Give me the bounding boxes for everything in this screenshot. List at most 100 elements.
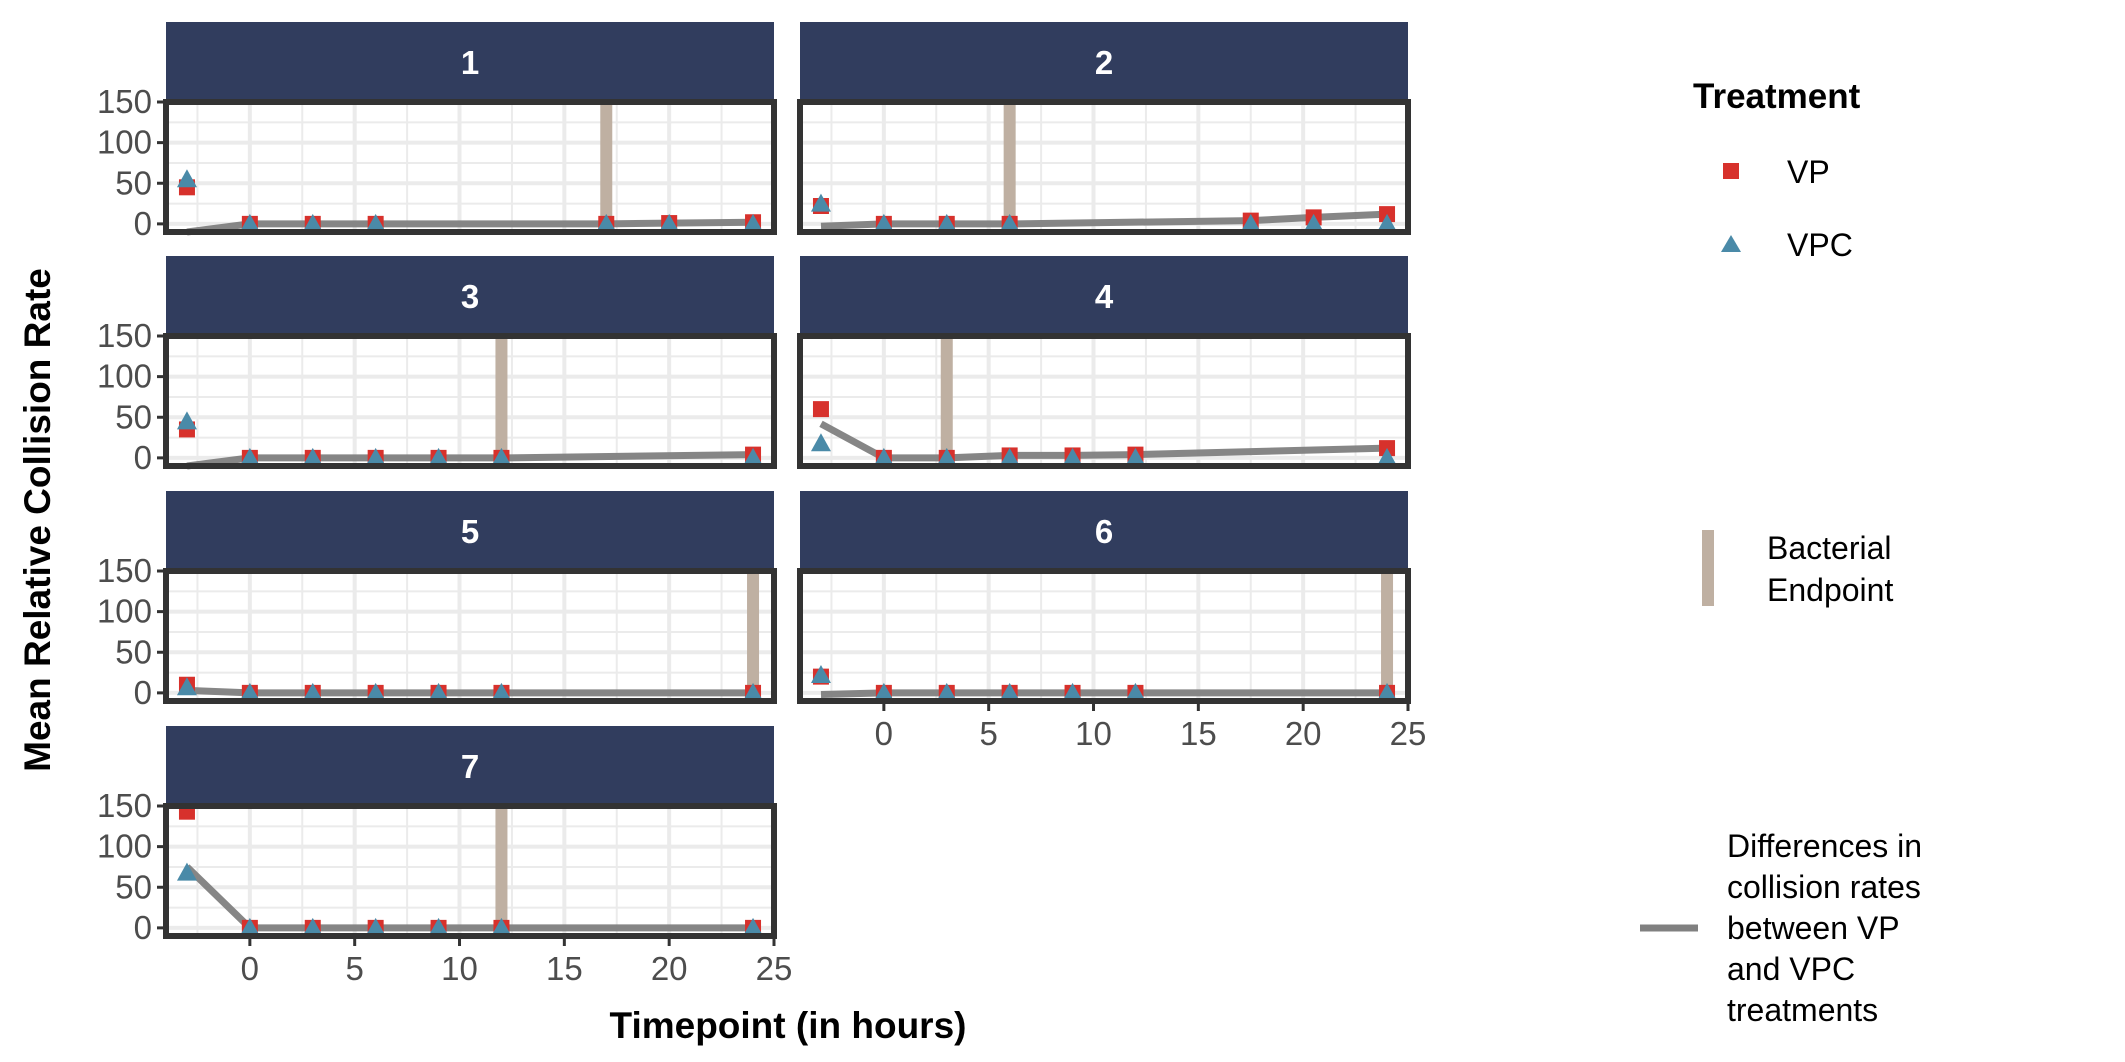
panel-4-endpoint-bar <box>940 336 953 466</box>
panel-4-strip-label: 4 <box>1095 278 1114 315</box>
panel-4-vpc-point <box>1062 447 1083 466</box>
panel-3-vpc-point <box>176 411 197 430</box>
legend-label-vp: VP <box>1787 154 1830 190</box>
panel-4-background <box>800 336 1408 466</box>
panel-3-vpc-point <box>428 447 449 466</box>
legend-label-endpoint-line2: Endpoint <box>1767 572 1893 608</box>
panel-2-vpc-point <box>999 213 1020 232</box>
x-tick-label: 25 <box>756 950 793 987</box>
panel-7-border <box>163 803 777 939</box>
panel-1-background <box>166 102 774 232</box>
panel-5-endpoint-bar <box>747 571 760 701</box>
panel-3-vpc-point <box>239 447 260 466</box>
panel-6: 6 0 5 10 15 20 25 <box>797 491 1427 752</box>
panel-5-vpc-point <box>239 682 260 701</box>
panel-5-border <box>163 568 777 704</box>
panel-6-vpc-point <box>936 682 957 701</box>
panel-4-border <box>797 333 1411 469</box>
panel-1-vpc-point <box>659 213 680 232</box>
panel-7-vpc-point <box>491 917 512 936</box>
panel-7-vpc-point <box>239 917 260 936</box>
panel-2-vpc-point <box>1240 213 1261 232</box>
y-axis-title: Mean Relative Collision Rate <box>17 268 58 772</box>
x-tick-label: 0 <box>875 715 893 752</box>
panel-6-endpoint-bar <box>1381 571 1394 701</box>
panel-5-strip-label: 5 <box>461 513 479 550</box>
panel-3-background <box>166 336 774 466</box>
legend: Treatment VP VPC Bacterial Endpoint Diff… <box>1640 77 1922 1028</box>
panel-3-strip <box>166 256 774 336</box>
panel-7-strip <box>166 726 774 806</box>
panel-6-vpc-point <box>999 682 1020 701</box>
panel-6-border <box>797 568 1411 704</box>
legend-label-difference-line1: Differences in <box>1727 828 1922 864</box>
panel-2-strip <box>800 22 1408 102</box>
legend-title-treatment: Treatment <box>1693 77 1861 116</box>
x-tick-label: 15 <box>1180 715 1217 752</box>
panel-7-vpc-point <box>176 862 197 881</box>
legend-label-difference-line5: treatments <box>1727 992 1878 1028</box>
y-tick-label: 0 <box>134 674 152 711</box>
y-tick-label: 100 <box>97 124 152 161</box>
y-tick-label: 150 <box>97 552 152 589</box>
panel-1-vpc-point <box>596 213 617 232</box>
legend-label-difference-line3: between VP <box>1727 910 1900 946</box>
panel-4-vp-point <box>812 401 829 418</box>
panel-4-vpc-point <box>1377 447 1398 466</box>
x-tick-label: 0 <box>241 950 259 987</box>
panel-5-vpc-point <box>302 682 323 701</box>
panel-4-vpc-point <box>999 447 1020 466</box>
legend-label-difference-line2: collision rates <box>1727 869 1921 905</box>
panel-2-vpc-point <box>1377 213 1398 232</box>
x-tick-label: 10 <box>441 950 478 987</box>
y-tick-label: 100 <box>97 358 152 395</box>
panel-4: 4 <box>797 256 1411 469</box>
panel-4-vpc-point <box>1125 447 1146 466</box>
y-tick-label: 50 <box>115 868 152 905</box>
panel-5-vpc-point <box>491 682 512 701</box>
panel-7-strip-label: 7 <box>461 748 479 785</box>
legend-label-difference-line4: and VPC <box>1727 951 1855 987</box>
panel-6-vpc-point <box>1062 682 1083 701</box>
panel-6-vpc-point <box>1125 682 1146 701</box>
y-tick-label: 0 <box>134 439 152 476</box>
panel-7-vpc-point <box>365 917 386 936</box>
legend-key-vp-square <box>1723 163 1739 179</box>
panel-5-vpc-point <box>743 682 764 701</box>
panel-3-border <box>163 333 777 469</box>
y-tick-label: 0 <box>134 205 152 242</box>
panel-6-background <box>800 571 1408 701</box>
x-tick-label: 20 <box>651 950 688 987</box>
legend-key-vpc-triangle <box>1721 235 1741 252</box>
panel-3-strip-label: 3 <box>461 278 479 315</box>
legend-label-endpoint-line1: Bacterial <box>1767 530 1892 566</box>
panel-1-endpoint-bar <box>600 102 613 232</box>
panel-1-strip-label: 1 <box>461 44 479 81</box>
x-tick-label: 25 <box>1390 715 1427 752</box>
panel-2: 2 <box>797 22 1411 235</box>
panel-5-vpc-point <box>365 682 386 701</box>
y-tick-label: 50 <box>115 164 152 201</box>
panel-1-vpc-point <box>239 213 260 232</box>
y-tick-label: 50 <box>115 398 152 435</box>
y-tick-label: 150 <box>97 787 152 824</box>
panel-3-vpc-point <box>365 447 386 466</box>
x-tick-label: 5 <box>346 950 364 987</box>
panel-5-vpc-point <box>176 677 197 696</box>
panel-5-difference-line <box>186 686 753 697</box>
panel-1-vpc-point <box>176 169 197 188</box>
panel-7-vpc-point <box>743 917 764 936</box>
panel-6-strip-label: 6 <box>1095 513 1113 550</box>
y-tick-label: 100 <box>97 593 152 630</box>
panel-1-vpc-point <box>365 213 386 232</box>
panel-6-vpc-point <box>873 682 894 701</box>
panel-4-strip <box>800 256 1408 336</box>
panel-4-vpc-point <box>810 433 831 452</box>
x-tick-label: 15 <box>546 950 583 987</box>
y-tick-label: 100 <box>97 828 152 865</box>
panel-6-strip <box>800 491 1408 571</box>
